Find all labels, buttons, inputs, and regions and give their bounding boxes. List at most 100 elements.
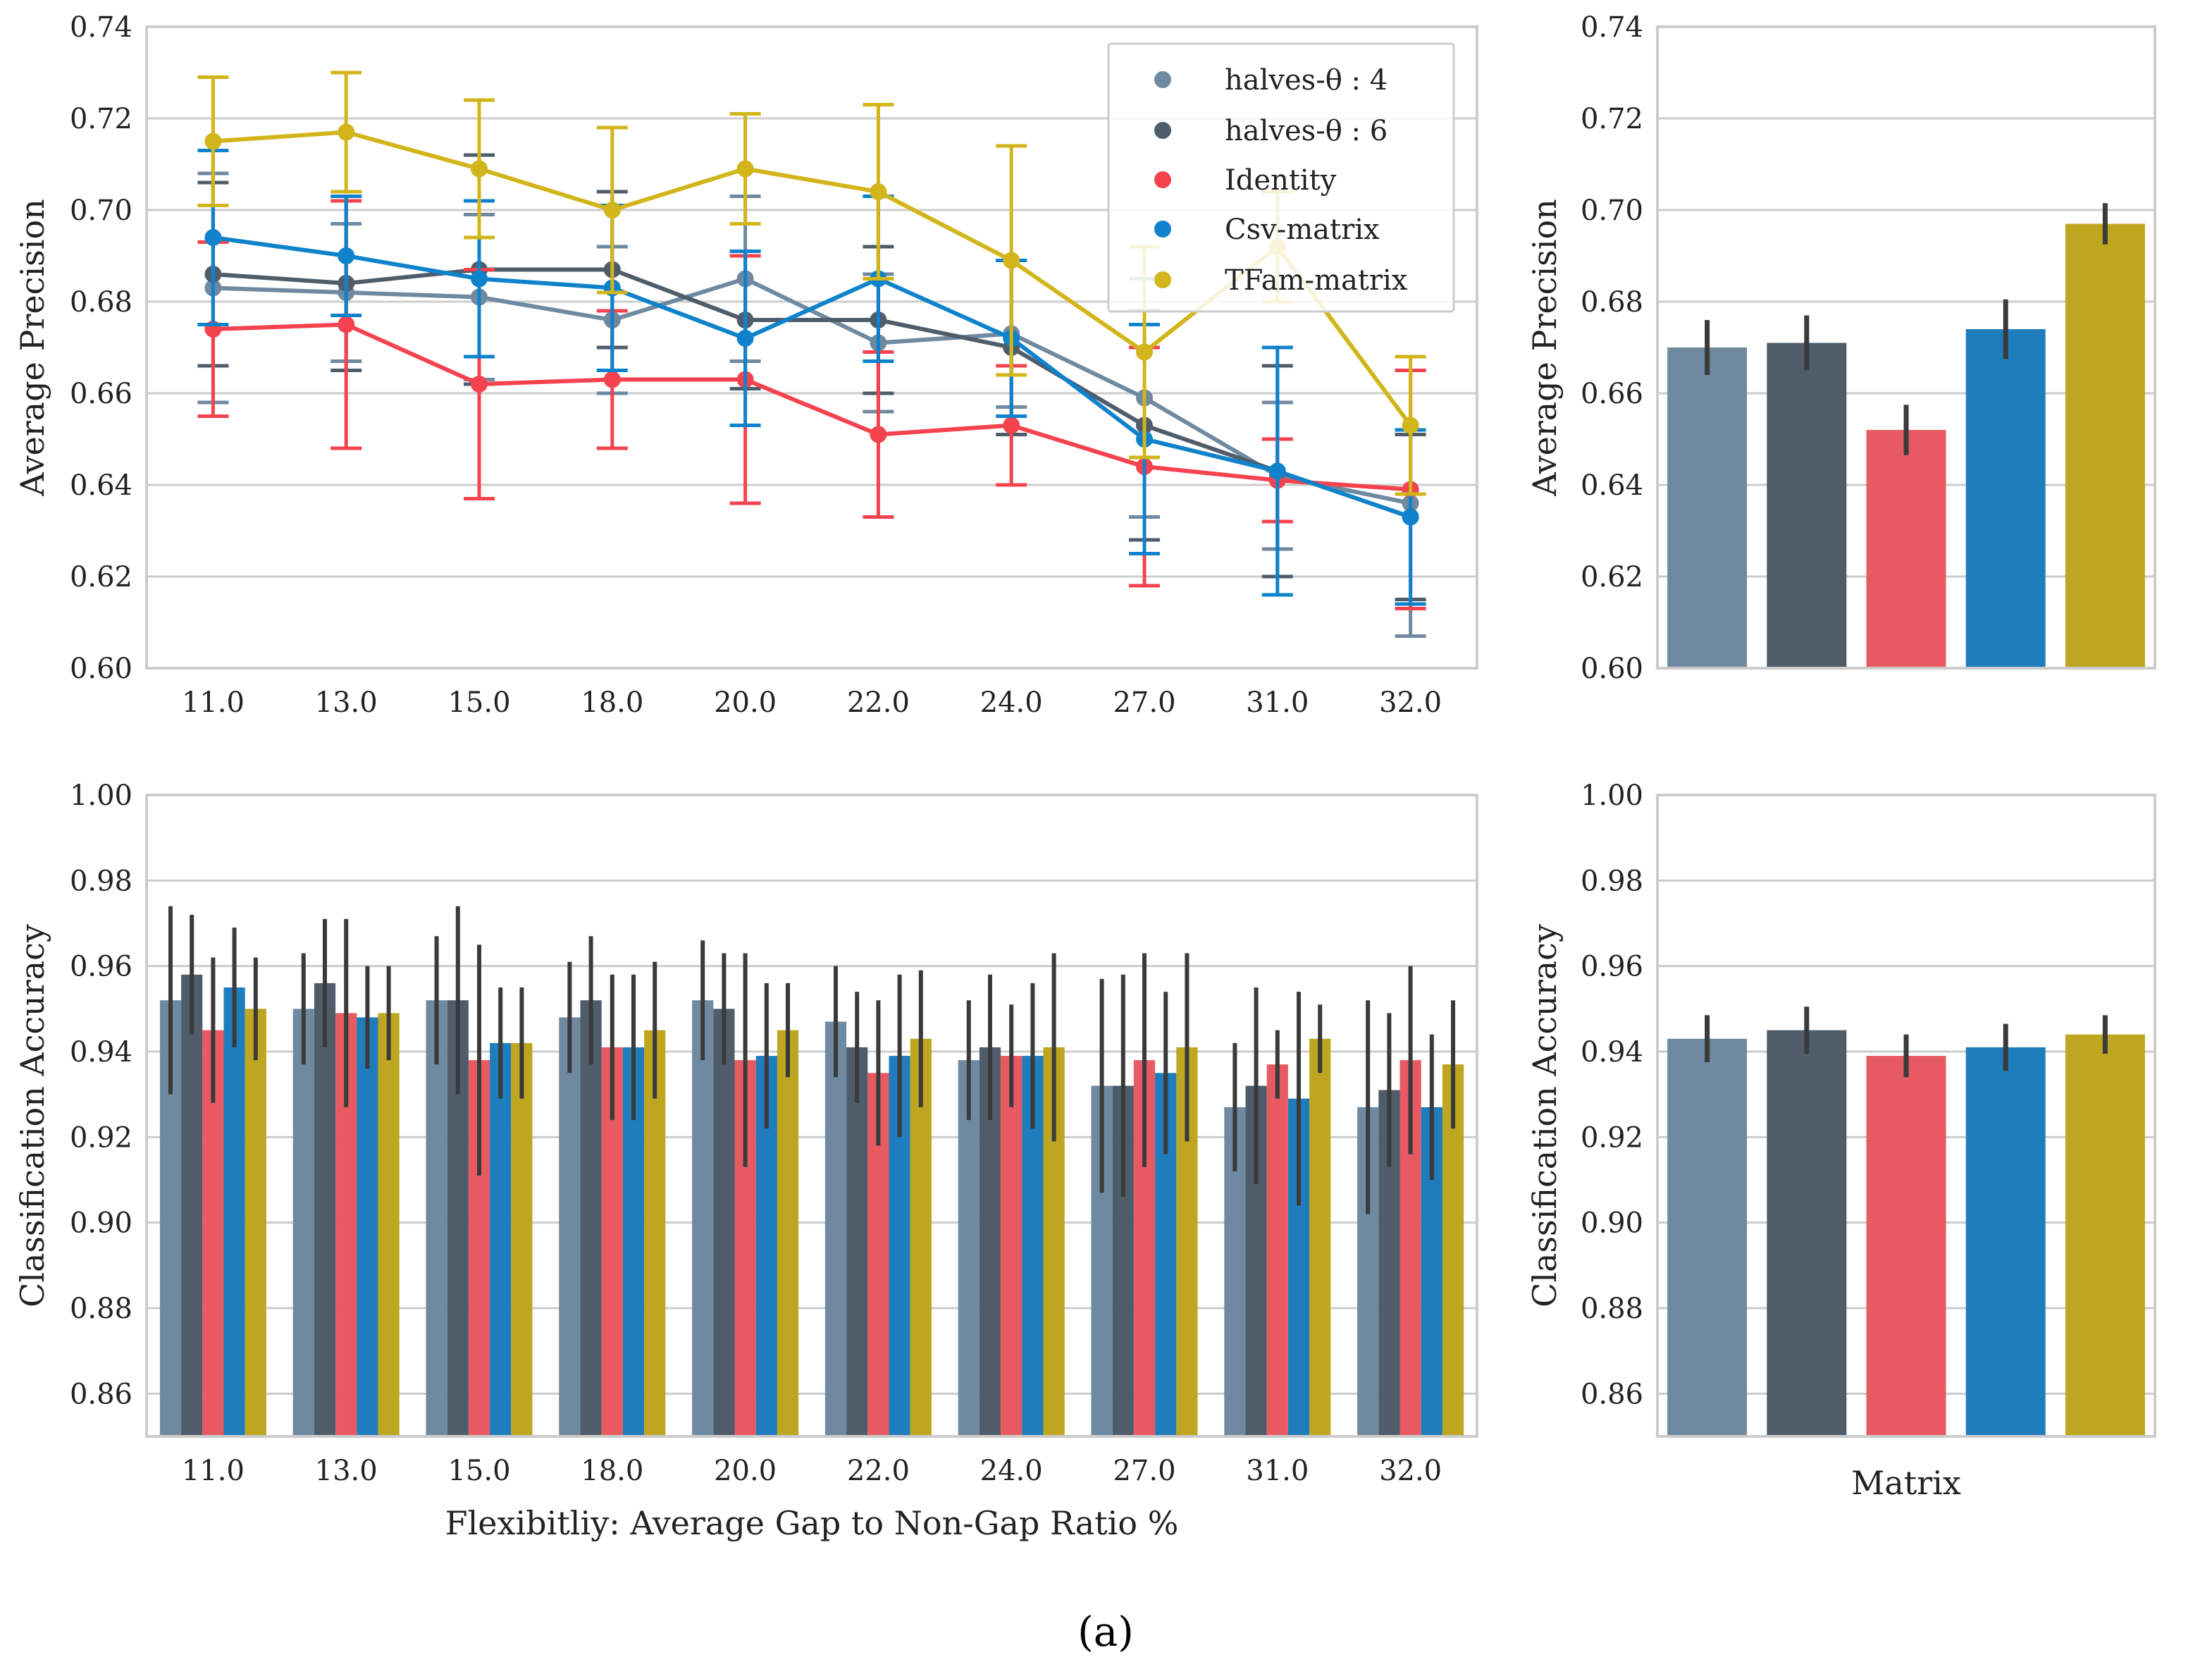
ytick-label: 0.66: [70, 378, 132, 410]
panel-ap-line: 0.60 0.62 0.64 0.66 0.68 0.70 0.72 0.74 11.0 13.…: [13, 11, 1478, 719]
ca-group-frame: [145, 794, 1478, 1438]
ytick-label: 0.98: [70, 865, 132, 897]
ytick-label: 0.70: [1581, 195, 1643, 227]
bar-identity_bar: [1866, 430, 1946, 668]
bar-halves6: [1767, 343, 1847, 668]
legend-label-halves4: halves-θ : 4: [1225, 64, 1388, 97]
data-point: [338, 247, 355, 264]
xtick-label: 18.0: [581, 1455, 643, 1487]
xtick-label: 11.0: [182, 1455, 245, 1487]
bar: [846, 1047, 868, 1436]
data-point: [1268, 462, 1286, 480]
bar-tfam_bar: [2065, 1034, 2145, 1436]
data-point: [471, 376, 488, 393]
panel-ca-bar: 0.86 0.88 0.90 0.92 0.94 0.96 0.98 1.00 Classif…: [1526, 780, 2156, 1502]
data-point: [870, 426, 887, 443]
legend-label-halves6: halves-θ : 6: [1225, 115, 1388, 147]
series-line: [213, 267, 1411, 519]
ytick-label: 0.88: [70, 1293, 132, 1325]
panel-ca-bar-group: 0.86 0.88 0.90 0.92 0.94 0.96 0.98 1.00 11.0 13.…: [13, 780, 1478, 1542]
xtick-label: 24.0: [980, 686, 1043, 719]
bar: [223, 987, 245, 1436]
bar-halves4: [1667, 347, 1748, 668]
legend-marker-tfam: [1154, 271, 1171, 288]
xtick-label: 27.0: [1113, 686, 1175, 719]
bar: [1309, 1038, 1331, 1436]
ytick-label: 0.86: [1581, 1378, 1643, 1410]
bar: [713, 1009, 735, 1436]
data-point: [736, 330, 754, 347]
data-point: [338, 316, 355, 333]
ytick-label: 0.70: [70, 195, 132, 227]
ytick-label: 0.62: [70, 561, 132, 593]
xtick-label: 15.0: [447, 686, 510, 719]
ytick-label: 0.72: [1581, 103, 1643, 135]
ytick-label: 0.90: [1581, 1207, 1643, 1240]
ytick-label: 0.60: [70, 653, 132, 685]
ap-line-yticks: 0.60 0.62 0.64 0.66 0.68 0.70 0.72 0.74: [70, 11, 132, 685]
ytick-label: 0.94: [70, 1036, 132, 1068]
ap-bar-yticks: 0.60 0.62 0.64 0.66 0.68 0.70 0.72 0.74: [1581, 11, 1643, 685]
ca-bar-xlabel: Matrix: [1851, 1464, 1961, 1502]
legend-label-csv: Csv-matrix: [1225, 214, 1380, 246]
bar: [777, 1030, 799, 1436]
ytick-label: 0.94: [1581, 1036, 1643, 1068]
legend-marker-halves6: [1154, 122, 1171, 139]
ap-line-ylabel: Average Precision: [13, 199, 51, 497]
ytick-label: 0.88: [1581, 1293, 1643, 1325]
bar: [559, 1017, 581, 1436]
data-point: [471, 270, 488, 288]
ca-bar-marks: [1667, 1006, 2145, 1436]
series-tfam_bar: [245, 1009, 1464, 1436]
data-point: [1402, 417, 1419, 434]
ytick-label: 0.60: [1581, 653, 1643, 685]
series-halves4: [159, 1000, 1379, 1436]
xtick-label: 18.0: [581, 686, 643, 719]
ytick-label: 0.64: [1581, 469, 1643, 502]
ca-group-marks: [159, 906, 1464, 1436]
ytick-label: 0.92: [70, 1121, 132, 1154]
legend-label-tfam: TFam-matrix: [1225, 264, 1408, 297]
data-point: [204, 229, 222, 246]
bar: [958, 1060, 980, 1436]
ytick-label: 0.92: [1581, 1121, 1643, 1154]
ca-group-yticks: 0.86 0.88 0.90 0.92 0.94 0.96 0.98 1.00: [70, 780, 132, 1410]
bar: [490, 1042, 512, 1436]
legend-marker-identity: [1154, 171, 1171, 188]
xtick-label: 31.0: [1246, 686, 1309, 719]
ytick-label: 0.66: [1581, 378, 1643, 410]
legend: halves-θ : 4 halves-θ : 6 Identity Csv-m…: [1107, 42, 1455, 313]
data-point: [471, 160, 488, 178]
data-point: [204, 133, 222, 150]
ap-bar-frame: [1656, 25, 2156, 670]
series-halves6: [181, 974, 1400, 1436]
legend-marker-halves4: [1154, 71, 1171, 88]
ca-group-xticks: 11.0 13.0 15.0 18.0 20.0 22.0 24.0 27.0 31.0 32.0: [182, 1455, 1442, 1487]
series-csv_bar: [223, 987, 1442, 1436]
xtick-label: 32.0: [1379, 1455, 1442, 1487]
legend-marker-csv: [1154, 221, 1171, 238]
ytick-label: 0.72: [70, 103, 132, 135]
bar: [245, 1009, 266, 1436]
data-point: [1003, 252, 1020, 269]
xtick-label: 22.0: [847, 686, 910, 719]
ap-bar-marks: [1667, 203, 2145, 668]
xtick-label: 13.0: [315, 1455, 378, 1487]
bar-identity_bar: [1866, 1056, 1946, 1436]
data-point: [1136, 343, 1153, 361]
ytick-label: 0.68: [1581, 286, 1643, 319]
bar: [357, 1017, 378, 1436]
ytick-label: 0.62: [1581, 561, 1643, 593]
data-point: [1003, 417, 1020, 434]
ytick-label: 1.00: [70, 780, 132, 812]
xtick-label: 11.0: [182, 686, 245, 719]
bar: [314, 983, 336, 1436]
bar-tfam_bar: [2065, 223, 2145, 668]
bar-halves6: [1767, 1030, 1847, 1436]
ytick-label: 0.90: [70, 1207, 132, 1240]
ap-bar-ylabel: Average Precision: [1526, 199, 1564, 497]
xtick-label: 32.0: [1379, 686, 1442, 719]
ytick-label: 0.96: [70, 951, 132, 983]
bar: [580, 1000, 602, 1436]
